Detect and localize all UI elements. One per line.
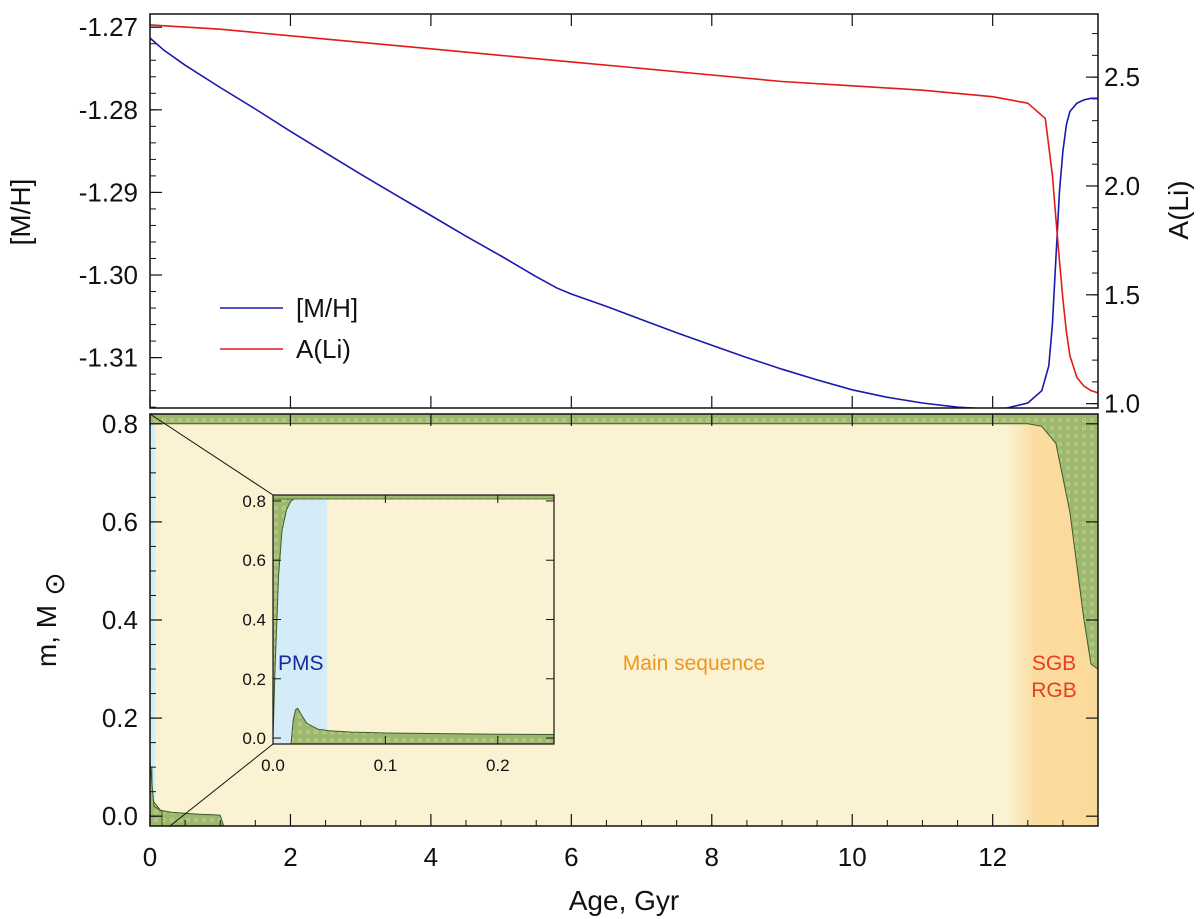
legend-label-mh: [M/H] xyxy=(296,293,358,323)
inset-y-tick-label: 0.6 xyxy=(242,551,266,570)
bottom-x-tick-label: 8 xyxy=(705,842,719,872)
bottom-y-tick-label: 0.0 xyxy=(102,801,138,831)
bottom-x-tick-label: 2 xyxy=(283,842,297,872)
bottom-x-tick-labels: 0 2 4 6 8 10 12 xyxy=(143,842,1007,872)
top-left-tick-label: -1.27 xyxy=(79,12,138,42)
inset-panel: 0.8 0.6 0.4 0.2 0.0 0.0 0.1 0.2 PMS xyxy=(242,492,555,775)
top-right-tick-label: 2.0 xyxy=(1104,171,1140,201)
inset-convective-zones xyxy=(273,495,554,744)
top-ylabel-left: [M/H] xyxy=(5,179,36,246)
legend-label-ali: A(Li) xyxy=(296,334,351,364)
bottom-y-tick-label: 0.6 xyxy=(102,507,138,537)
convective-zone-pms-spike xyxy=(150,762,163,826)
phase-label-pms: PMS xyxy=(278,652,324,675)
phase-label-rgb: RGB xyxy=(1031,679,1077,702)
series-line-1 xyxy=(150,24,1098,394)
zoom-connector-bottom xyxy=(169,743,274,827)
series-line-0 xyxy=(150,37,1098,408)
bottom-y-tick-label: 0.2 xyxy=(102,703,138,733)
bottom-x-tick-label: 10 xyxy=(838,842,867,872)
phase-label-main-sequence: Main sequence xyxy=(623,652,765,675)
inset-frame xyxy=(272,494,555,745)
top-right-tick-label: 1.0 xyxy=(1104,389,1140,419)
top-left-tick-label: -1.29 xyxy=(79,177,138,207)
inset-y-tick-labels: 0.8 0.6 0.4 0.2 0.0 xyxy=(242,492,266,748)
bottom-y-tick-label: 0.4 xyxy=(102,605,138,635)
top-left-tick-label: -1.30 xyxy=(79,260,138,290)
phase-label-sgb: SGB xyxy=(1032,652,1076,675)
sun-symbol-icon: ⊙ xyxy=(39,572,70,595)
top-left-tick-label: -1.28 xyxy=(79,95,138,125)
top-ylabel-right: A(Li) xyxy=(1163,180,1194,239)
top-right-tick-label: 1.5 xyxy=(1104,280,1140,310)
top-ticks xyxy=(149,14,1098,408)
top-plot-area xyxy=(150,14,1098,408)
inset-ticks xyxy=(272,495,554,744)
bottom-ylabel-text: m, M xyxy=(31,605,62,667)
top-right-tick-labels: 2.5 2.0 1.5 1.0 xyxy=(1104,62,1140,419)
top-left-tick-labels: -1.27 -1.28 -1.29 -1.30 -1.31 xyxy=(79,12,138,372)
bottom-ylabel: m, M ⊙ xyxy=(31,572,70,667)
top-left-tick-label: -1.31 xyxy=(79,343,138,373)
inset-y-tick-label: 0.0 xyxy=(242,729,266,748)
bottom-xlabel: Age, Gyr xyxy=(569,885,679,916)
inset-x-tick-label: 0.0 xyxy=(261,756,285,775)
inset-zone-surface xyxy=(273,495,554,500)
top-series xyxy=(150,24,1098,408)
zoom-connector-top xyxy=(149,413,274,496)
bottom-ticks xyxy=(149,414,1098,826)
bottom-x-tick-label: 6 xyxy=(564,842,578,872)
top-right-tick-label: 2.5 xyxy=(1104,62,1140,92)
bottom-panel: 0.8 0.6 0.4 0.2 0.0 0 2 4 6 8 10 12 Age, Gyr m, M … xyxy=(31,409,1099,916)
convective-zone-envelope xyxy=(150,800,225,826)
inset-zone-core xyxy=(290,707,554,744)
bottom-x-tick-label: 4 xyxy=(424,842,438,872)
top-panel: -1.27 -1.28 -1.29 -1.30 -1.31 2.5 2.0 1.5 1.0 [… xyxy=(5,12,1194,418)
convective-zones xyxy=(150,414,1098,826)
bottom-y-tick-label: 0.8 xyxy=(102,409,138,439)
inset-y-tick-label: 0.8 xyxy=(242,492,266,511)
inset-y-tick-label: 0.4 xyxy=(242,611,266,630)
inset-x-tick-labels: 0.0 0.1 0.2 xyxy=(261,756,509,775)
top-frame xyxy=(149,13,1099,409)
legend: [M/H] A(Li) xyxy=(220,293,358,364)
convective-zone-surface xyxy=(150,414,1098,670)
bottom-x-tick-label: 12 xyxy=(978,842,1007,872)
bottom-y-tick-labels: 0.8 0.6 0.4 0.2 0.0 xyxy=(102,409,138,831)
bottom-frame xyxy=(149,413,1099,827)
bottom-x-tick-label: 0 xyxy=(143,842,157,872)
inset-x-tick-label: 0.1 xyxy=(374,756,398,775)
inset-zone-envelope xyxy=(273,495,308,744)
inset-y-tick-label: 0.2 xyxy=(242,670,266,689)
inset-x-tick-label: 0.2 xyxy=(486,756,510,775)
